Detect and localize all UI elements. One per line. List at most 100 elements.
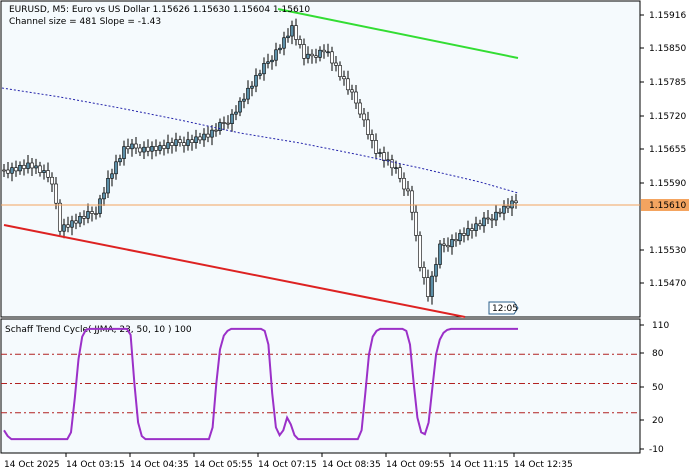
upper-channel-line[interactable]	[277, 8, 519, 59]
candle-body	[70, 220, 74, 228]
candle-body	[194, 136, 198, 143]
candle-body	[18, 165, 22, 172]
candle-body	[22, 165, 26, 169]
candle-body	[310, 53, 314, 57]
candle-body	[10, 167, 14, 174]
candle-body	[294, 25, 298, 40]
candle-body	[446, 245, 450, 248]
price-tick: 1.15470	[649, 279, 686, 289]
candle-body	[122, 146, 126, 159]
candle-body	[150, 146, 154, 152]
price-tick: 1.15916	[649, 11, 686, 21]
candle-body	[226, 122, 230, 125]
candle-body	[506, 205, 510, 209]
indicator-pane[interactable]	[0, 318, 641, 454]
price-tick: 1.15655	[649, 145, 686, 155]
channel-info: Channel size = 481 Slope = -1.43	[9, 17, 161, 27]
candle-body	[58, 202, 62, 232]
candle-body	[318, 49, 322, 58]
candle-body	[374, 140, 378, 154]
candle-body	[498, 211, 502, 214]
candle-body	[278, 47, 282, 51]
indicator-tick: 50	[652, 383, 664, 393]
candle-body	[470, 228, 474, 231]
candle-body	[466, 228, 470, 236]
candle-body	[478, 223, 482, 227]
time-axis: 14 Oct 2025 14 Oct 03:15 14 Oct 04:35 14…	[4, 453, 573, 470]
candle-body	[78, 216, 82, 224]
candle-body	[382, 152, 386, 161]
stc-line[interactable]	[3, 327, 518, 441]
candle-body	[26, 162, 30, 169]
candle-body	[306, 53, 310, 59]
candle-body	[146, 146, 150, 152]
candle-body	[166, 142, 170, 149]
candle-body	[210, 129, 214, 138]
candle-body	[258, 73, 262, 76]
candle-body	[326, 51, 330, 54]
indicator-axis: 110 80 50 20 -10	[640, 321, 669, 455]
candle-body	[398, 167, 402, 179]
candle-body	[298, 39, 302, 45]
time-label: 14 Oct 05:55	[194, 460, 253, 470]
candle-body	[490, 218, 494, 221]
countdown-label: 12:05	[492, 304, 518, 314]
time-label: 14 Oct 08:35	[322, 460, 381, 470]
candle-body	[458, 233, 462, 242]
candle-body	[190, 139, 194, 144]
candle-body	[406, 188, 410, 192]
indicator-tick: 20	[652, 416, 664, 426]
candle-body	[286, 35, 290, 39]
candle-body	[234, 111, 238, 115]
candle-body	[282, 37, 286, 49]
candle-body	[330, 51, 334, 64]
candle-body	[350, 89, 354, 93]
candle-body	[6, 169, 10, 174]
candle-body	[14, 167, 18, 172]
candle-body	[134, 143, 138, 149]
candle-body	[434, 264, 438, 277]
candle-body	[38, 165, 42, 173]
time-label: 14 Oct 07:15	[258, 460, 317, 470]
countdown-badge	[488, 301, 519, 315]
candle-body	[462, 233, 466, 236]
candle-body	[90, 211, 94, 214]
candle-body	[430, 275, 434, 297]
candle-body	[118, 158, 122, 163]
channel-midline[interactable]	[1, 87, 519, 194]
time-label: 14 Oct 09:55	[386, 460, 445, 470]
candle-body	[2, 169, 6, 172]
candle-body	[182, 142, 186, 146]
candle-body	[422, 267, 426, 278]
candle-body	[202, 133, 206, 141]
candle-body	[482, 217, 486, 227]
candle-body	[390, 159, 394, 169]
symbol-info: EURUSD, M5: Euro vs US Dollar 1.15626 1.…	[9, 5, 310, 15]
candle-body	[158, 145, 162, 151]
lower-channel-line[interactable]	[3, 224, 466, 318]
candle-body	[214, 129, 218, 132]
indicator-title: Schaff Trend Cycle( JJMA, 23, 50, 10 ) 1…	[5, 325, 192, 335]
candle-body	[114, 161, 118, 175]
candle-body	[102, 192, 106, 200]
candle-body	[74, 220, 78, 224]
candlesticks	[2, 18, 518, 305]
candle-body	[106, 178, 110, 194]
candle-body	[86, 211, 90, 219]
candle-body	[474, 223, 478, 231]
candle-body	[170, 142, 174, 146]
candle-body	[262, 63, 266, 75]
candle-body	[126, 146, 130, 150]
candle-body	[454, 239, 458, 242]
candle-body	[54, 183, 58, 204]
time-label: 14 Oct 12:35	[514, 460, 573, 470]
indicator-tick: -10	[649, 445, 664, 455]
candle-body	[378, 152, 382, 154]
candle-body	[218, 122, 222, 131]
candle-body	[342, 76, 346, 80]
time-label: 14 Oct 04:35	[130, 460, 189, 470]
candle-body	[34, 165, 38, 169]
candle-body	[486, 217, 490, 220]
candle-body	[442, 243, 446, 246]
